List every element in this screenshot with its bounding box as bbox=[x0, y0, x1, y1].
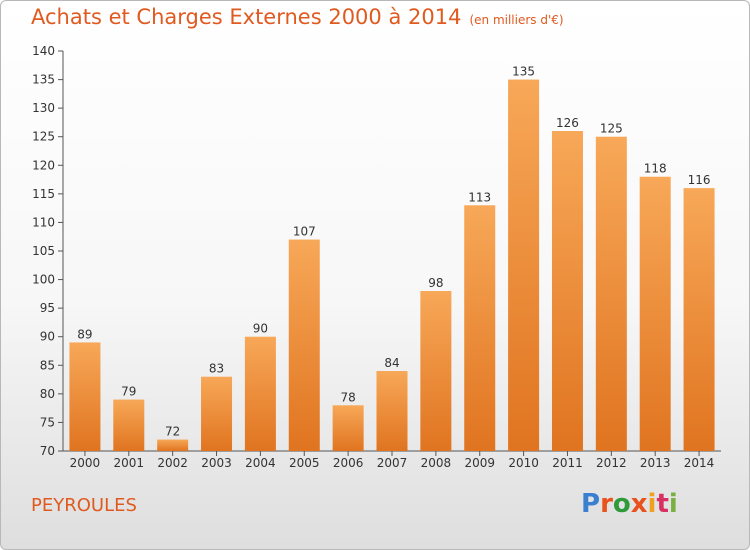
x-tick-label: 2014 bbox=[684, 456, 715, 470]
axes: 70 75 80 85 90 95 100 105 110 115 120 125 130 135 140 2… bbox=[32, 44, 721, 470]
bar-2004 bbox=[244, 336, 276, 451]
y-tick-label: 80 bbox=[40, 387, 55, 401]
data-label: 90 bbox=[253, 322, 268, 336]
y-tick-label: 140 bbox=[32, 44, 55, 58]
x-tick-label: 2012 bbox=[596, 456, 627, 470]
x-tick-label: 2007 bbox=[377, 456, 408, 470]
data-label: 83 bbox=[209, 362, 224, 376]
x-tick-label: 2002 bbox=[157, 456, 188, 470]
x-tick-label: 2005 bbox=[289, 456, 320, 470]
y-tick-label: 105 bbox=[32, 244, 55, 258]
x-tick-label: 2006 bbox=[333, 456, 364, 470]
x-tick-label: 2008 bbox=[421, 456, 452, 470]
y-tick-label: 125 bbox=[32, 130, 55, 144]
chart-title-text: Achats et Charges Externes 2000 à 2014 bbox=[31, 5, 462, 29]
bar-2001 bbox=[113, 399, 145, 451]
data-label: 78 bbox=[340, 390, 355, 404]
y-tick-label: 85 bbox=[40, 358, 55, 372]
bar-2011 bbox=[551, 131, 583, 451]
y-tick-label: 75 bbox=[40, 415, 55, 429]
commune-name: PEYROULES bbox=[31, 495, 137, 516]
bar-2012 bbox=[595, 136, 627, 451]
bar-2014 bbox=[683, 188, 715, 451]
y-tick-label: 120 bbox=[32, 158, 55, 172]
x-tick-label: 2001 bbox=[114, 456, 145, 470]
data-label: 84 bbox=[384, 356, 399, 370]
bar-2013 bbox=[639, 176, 671, 451]
chart-unit: (en milliers d'€) bbox=[469, 13, 564, 27]
y-tick-label: 135 bbox=[32, 73, 55, 87]
data-label: 98 bbox=[428, 276, 443, 290]
y-tick-label: 110 bbox=[32, 215, 55, 229]
x-tick-label: 2000 bbox=[70, 456, 101, 470]
x-tick-label: 2013 bbox=[640, 456, 671, 470]
data-label: 118 bbox=[644, 162, 667, 176]
data-label: 79 bbox=[121, 385, 136, 399]
bars bbox=[69, 79, 715, 452]
y-tick-label: 70 bbox=[40, 444, 55, 458]
x-tick-label: 2004 bbox=[245, 456, 276, 470]
data-label: 107 bbox=[293, 225, 316, 239]
data-label: 125 bbox=[600, 122, 623, 136]
x-tick-label: 2010 bbox=[508, 456, 539, 470]
y-tick-label: 100 bbox=[32, 273, 55, 287]
data-label: 116 bbox=[688, 173, 711, 187]
x-tick-label: 2011 bbox=[552, 456, 583, 470]
bar-2002 bbox=[157, 439, 189, 451]
data-label: 113 bbox=[468, 190, 491, 204]
bar-2007 bbox=[376, 371, 408, 451]
y-tick-label: 90 bbox=[40, 330, 55, 344]
chart-title: Achats et Charges Externes 2000 à 2014 (e… bbox=[31, 5, 564, 29]
bar-2003 bbox=[201, 376, 233, 451]
bar-2008 bbox=[420, 291, 452, 451]
data-label: 126 bbox=[556, 116, 579, 130]
bar-2009 bbox=[464, 205, 496, 451]
data-label: 89 bbox=[77, 327, 92, 341]
proxiti-logo[interactable]: Proxiti bbox=[581, 489, 678, 519]
bar-2010 bbox=[508, 79, 540, 452]
x-tick-label: 2003 bbox=[201, 456, 232, 470]
x-tick-label: 2009 bbox=[464, 456, 495, 470]
y-tick-label: 130 bbox=[32, 101, 55, 115]
data-label: 135 bbox=[512, 65, 535, 79]
bar-2005 bbox=[288, 239, 320, 451]
bar-2006 bbox=[332, 405, 364, 451]
y-tick-label: 95 bbox=[40, 301, 55, 315]
data-label: 72 bbox=[165, 425, 180, 439]
y-tick-label: 115 bbox=[32, 187, 55, 201]
bar-2000 bbox=[69, 342, 101, 451]
data-labels: 89 79 72 83 90 107 78 84 98 113 135 126 125 118 116 bbox=[77, 65, 710, 439]
